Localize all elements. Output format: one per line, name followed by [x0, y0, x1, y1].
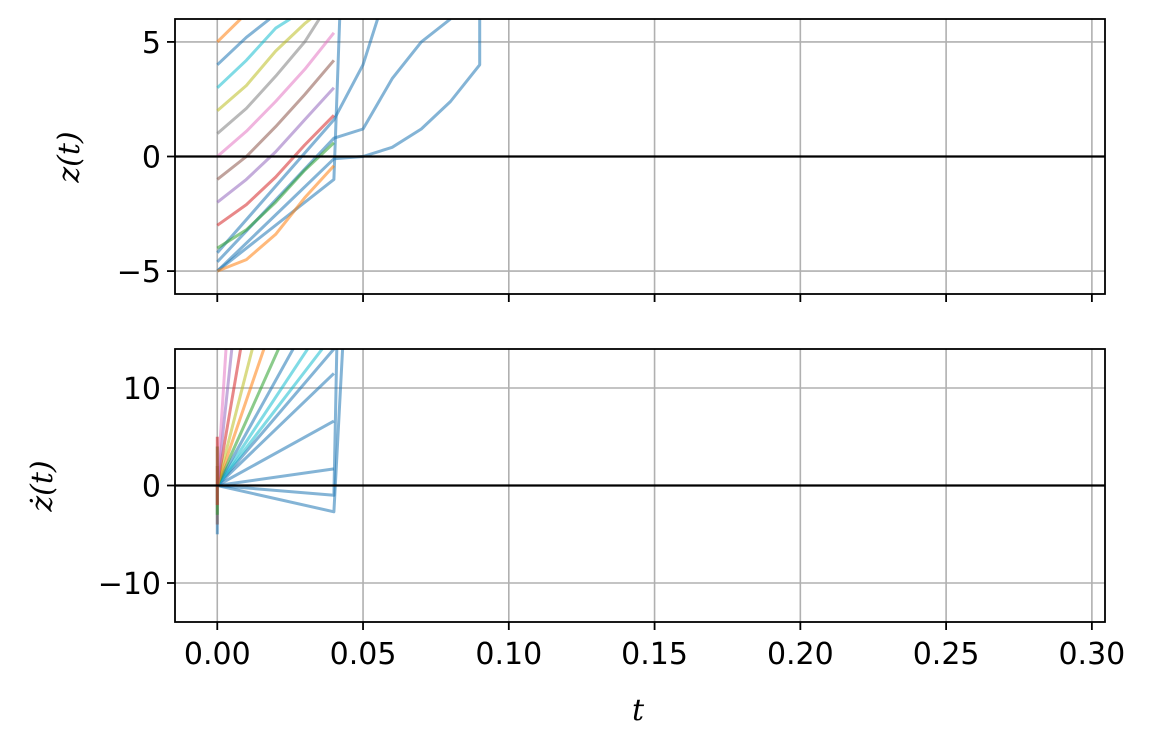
bottom-series-line	[215, 349, 295, 487]
top-y-tick-label: 0	[142, 141, 161, 176]
top-series-line	[216, 59, 336, 181]
bottom-series-line	[215, 349, 254, 486]
top-series-line	[216, 19, 380, 254]
top-series-line	[216, 19, 452, 263]
top-series-line	[216, 19, 271, 66]
top-series-line	[216, 19, 342, 273]
top-y-tick-label: 5	[142, 26, 161, 61]
bottom-x-tick-label: 0.00	[184, 637, 251, 672]
bottom-y-tick-label: 0	[142, 470, 161, 505]
bottom-series-line	[216, 372, 335, 487]
bottom-series-group	[215, 349, 345, 535]
top-series-line	[216, 114, 335, 227]
bottom-series-line	[215, 349, 280, 487]
bottom-series-line	[215, 349, 266, 486]
bottom-x-tick-label: 0.15	[621, 637, 688, 672]
bottom-series-line	[217, 467, 335, 487]
top-series-line	[216, 19, 482, 273]
bottom-series-line	[216, 349, 309, 487]
bottom-y-tick-label: 10	[123, 372, 161, 407]
top-series-line	[216, 19, 242, 43]
bottom-series-line	[216, 419, 335, 487]
bottom-x-tick-label: 0.25	[913, 637, 980, 672]
bottom-y-tick-label: −10	[98, 567, 161, 602]
top-series-line	[216, 86, 336, 204]
bottom-y-axis-label: ż(t)	[25, 460, 60, 512]
top-series-line	[216, 141, 335, 250]
bottom-series-line	[216, 349, 324, 487]
top-y-tick-label: −5	[117, 255, 161, 290]
bottom-plot-panel: 0.00 0.05 0.10 0.15 0.20 0.25 0.30 −10 0 10	[98, 348, 1125, 672]
top-series-line	[216, 19, 312, 112]
top-plot-panel: −5 0 5	[117, 18, 1106, 302]
top-series-group	[216, 19, 482, 273]
bottom-x-tick-label: 0.10	[475, 637, 542, 672]
bottom-series-line	[216, 349, 336, 487]
x-axis-label: t	[632, 693, 645, 728]
bottom-x-tick-label: 0.05	[330, 637, 397, 672]
top-series-line	[216, 19, 291, 89]
bottom-x-tick-label: 0.20	[767, 637, 834, 672]
bottom-series-line	[216, 349, 345, 514]
bottom-x-tick-label: 0.30	[1058, 637, 1125, 672]
top-series-line	[216, 31, 336, 158]
bottom-series-line	[217, 349, 339, 497]
top-y-axis-label: z(t)	[52, 131, 87, 183]
top-series-line	[216, 164, 336, 273]
top-series-line	[216, 19, 321, 135]
